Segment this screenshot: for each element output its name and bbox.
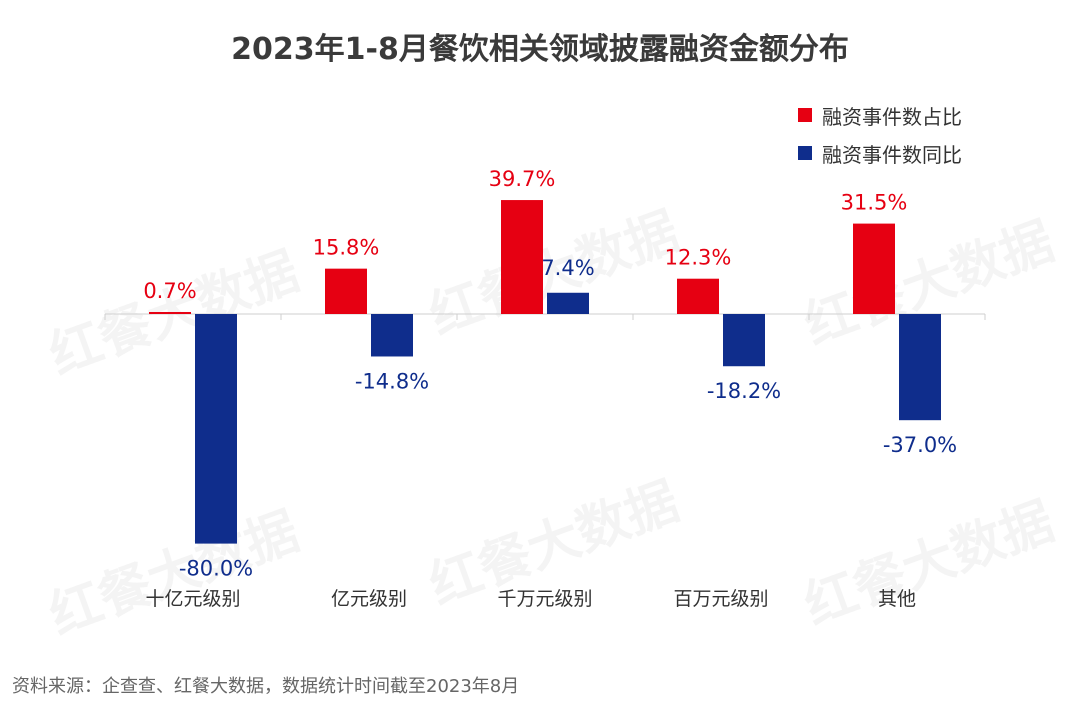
bar-yoy-2: [547, 292, 589, 314]
category-label-0: 十亿元级别: [145, 588, 240, 610]
legend-swatch-yoy: [798, 146, 812, 160]
bar-share-4: [853, 223, 895, 314]
legend-swatch-share: [798, 108, 812, 122]
category-label-4: 其他: [878, 588, 916, 610]
category-labels: 十亿元级别 亿元级别 千万元级别 百万元级别 其他: [145, 588, 916, 610]
bar-share-3: [677, 278, 719, 314]
data-label-share-0: 0.7%: [143, 279, 196, 303]
data-label-yoy-2: 7.4%: [541, 256, 594, 280]
bar-yoy-0: [195, 314, 237, 544]
data-label-share-1: 15.8%: [313, 236, 380, 260]
legend-item-share: 融资事件数占比: [798, 103, 962, 129]
bar-share-1: [325, 268, 367, 314]
data-labels: 0.7% -80.0% 15.8% -14.8% 39.7% 7.4% 12.3% -18.2…: [143, 167, 957, 581]
category-label-1: 亿元级别: [331, 588, 407, 610]
legend-label-share: 融资事件数占比: [822, 104, 962, 129]
data-label-share-2: 39.7%: [489, 167, 556, 191]
bar-share-2: [501, 200, 543, 314]
watermark-text: 红餐大数据: [42, 501, 307, 646]
data-label-yoy-0: -80.0%: [179, 557, 253, 581]
bar-yoy-1: [371, 314, 413, 357]
source-note: 资料来源：企查查、红餐大数据，数据统计时间截至2023年8月: [12, 676, 520, 697]
watermark-text: 红餐大数据: [797, 491, 1062, 636]
legend-item-yoy: 融资事件数同比: [798, 141, 962, 167]
bar-yoy-3: [723, 314, 765, 367]
bars: [149, 200, 941, 544]
data-label-share-3: 12.3%: [665, 246, 732, 270]
bar-share-0: [149, 311, 191, 314]
legend-label-yoy: 融资事件数同比: [822, 142, 962, 167]
category-label-2: 千万元级别: [497, 588, 592, 610]
bar-yoy-4: [899, 314, 941, 421]
data-label-share-4: 31.5%: [841, 191, 908, 215]
category-label-3: 百万元级别: [673, 588, 768, 610]
axis-ticks: [104, 314, 986, 320]
chart-title: 2023年1-8月餐饮相关领域披露融资金额分布: [231, 32, 849, 67]
data-label-yoy-1: -14.8%: [355, 369, 429, 393]
data-label-yoy-3: -18.2%: [707, 379, 781, 403]
data-label-yoy-4: -37.0%: [883, 433, 957, 457]
